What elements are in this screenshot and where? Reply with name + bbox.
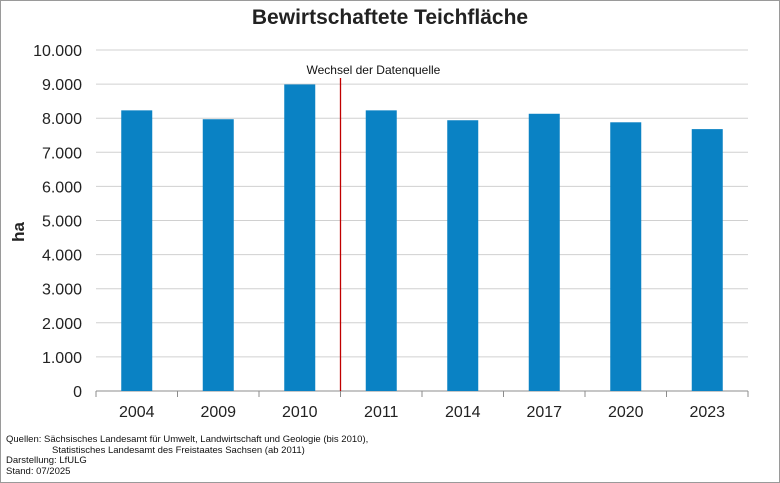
sources-line-2: Statistisches Landesamt des Freistaates … [52,444,305,456]
data-source-annotation: Wechsel der Datenquelle [307,63,441,391]
x-tick-label: 2004 [119,404,155,421]
gridlines [95,49,749,397]
sources-block: Quellen: Sächsisches Landesamt für Umwel… [6,434,369,477]
bar-2011 [365,110,397,392]
data-source-change-label: Wechsel der Datenquelle [307,63,441,77]
x-tick-label: 2020 [608,404,644,421]
y-tick-label: 4.000 [42,248,82,265]
x-tick-label: 2011 [364,404,399,421]
bar-2010 [284,84,316,391]
bar-2009 [202,119,234,392]
x-tick-label: 2009 [200,404,236,421]
bar-2020 [610,122,642,392]
bar-2014 [447,120,479,391]
x-tick-label: 2023 [689,404,725,421]
y-tick-label: 8.000 [42,111,82,128]
y-tick-label: 10.000 [33,43,82,60]
stand-note: Stand: 07/2025 [6,465,71,477]
x-tick-label: 2014 [445,404,481,421]
y-tick-label: 7.000 [42,145,82,162]
sources-line-1: Quellen: Sächsisches Landesamt für Umwel… [6,434,369,445]
bar-2004 [121,110,153,392]
x-tick-label: 2017 [526,404,562,421]
bars [121,84,723,392]
y-tick-label: 1.000 [42,350,82,367]
x-tick-labels: 2004 2009 2010 2011 2014 2017 2020 2023 [119,404,725,421]
x-tick-label: 2010 [282,404,318,421]
y-tick-labels: 0 1.000 2.000 3.000 4.000 5.000 6.000 7.000 8.00… [33,43,82,401]
y-tick-label: 6.000 [42,179,82,196]
y-tick-label: 0 [73,384,82,401]
y-tick-label: 9.000 [42,77,82,94]
y-tick-label: 2.000 [42,316,82,333]
y-axis-label: ha [9,222,28,242]
bar-2023 [691,129,723,391]
y-tick-label: 3.000 [42,282,82,299]
bar-2017 [528,113,560,391]
chart-title: Bewirtschaftete Teichfläche [251,6,529,29]
y-tick-label: 5.000 [42,214,82,231]
darstellung-note: Darstellung: LfULG [6,455,87,466]
